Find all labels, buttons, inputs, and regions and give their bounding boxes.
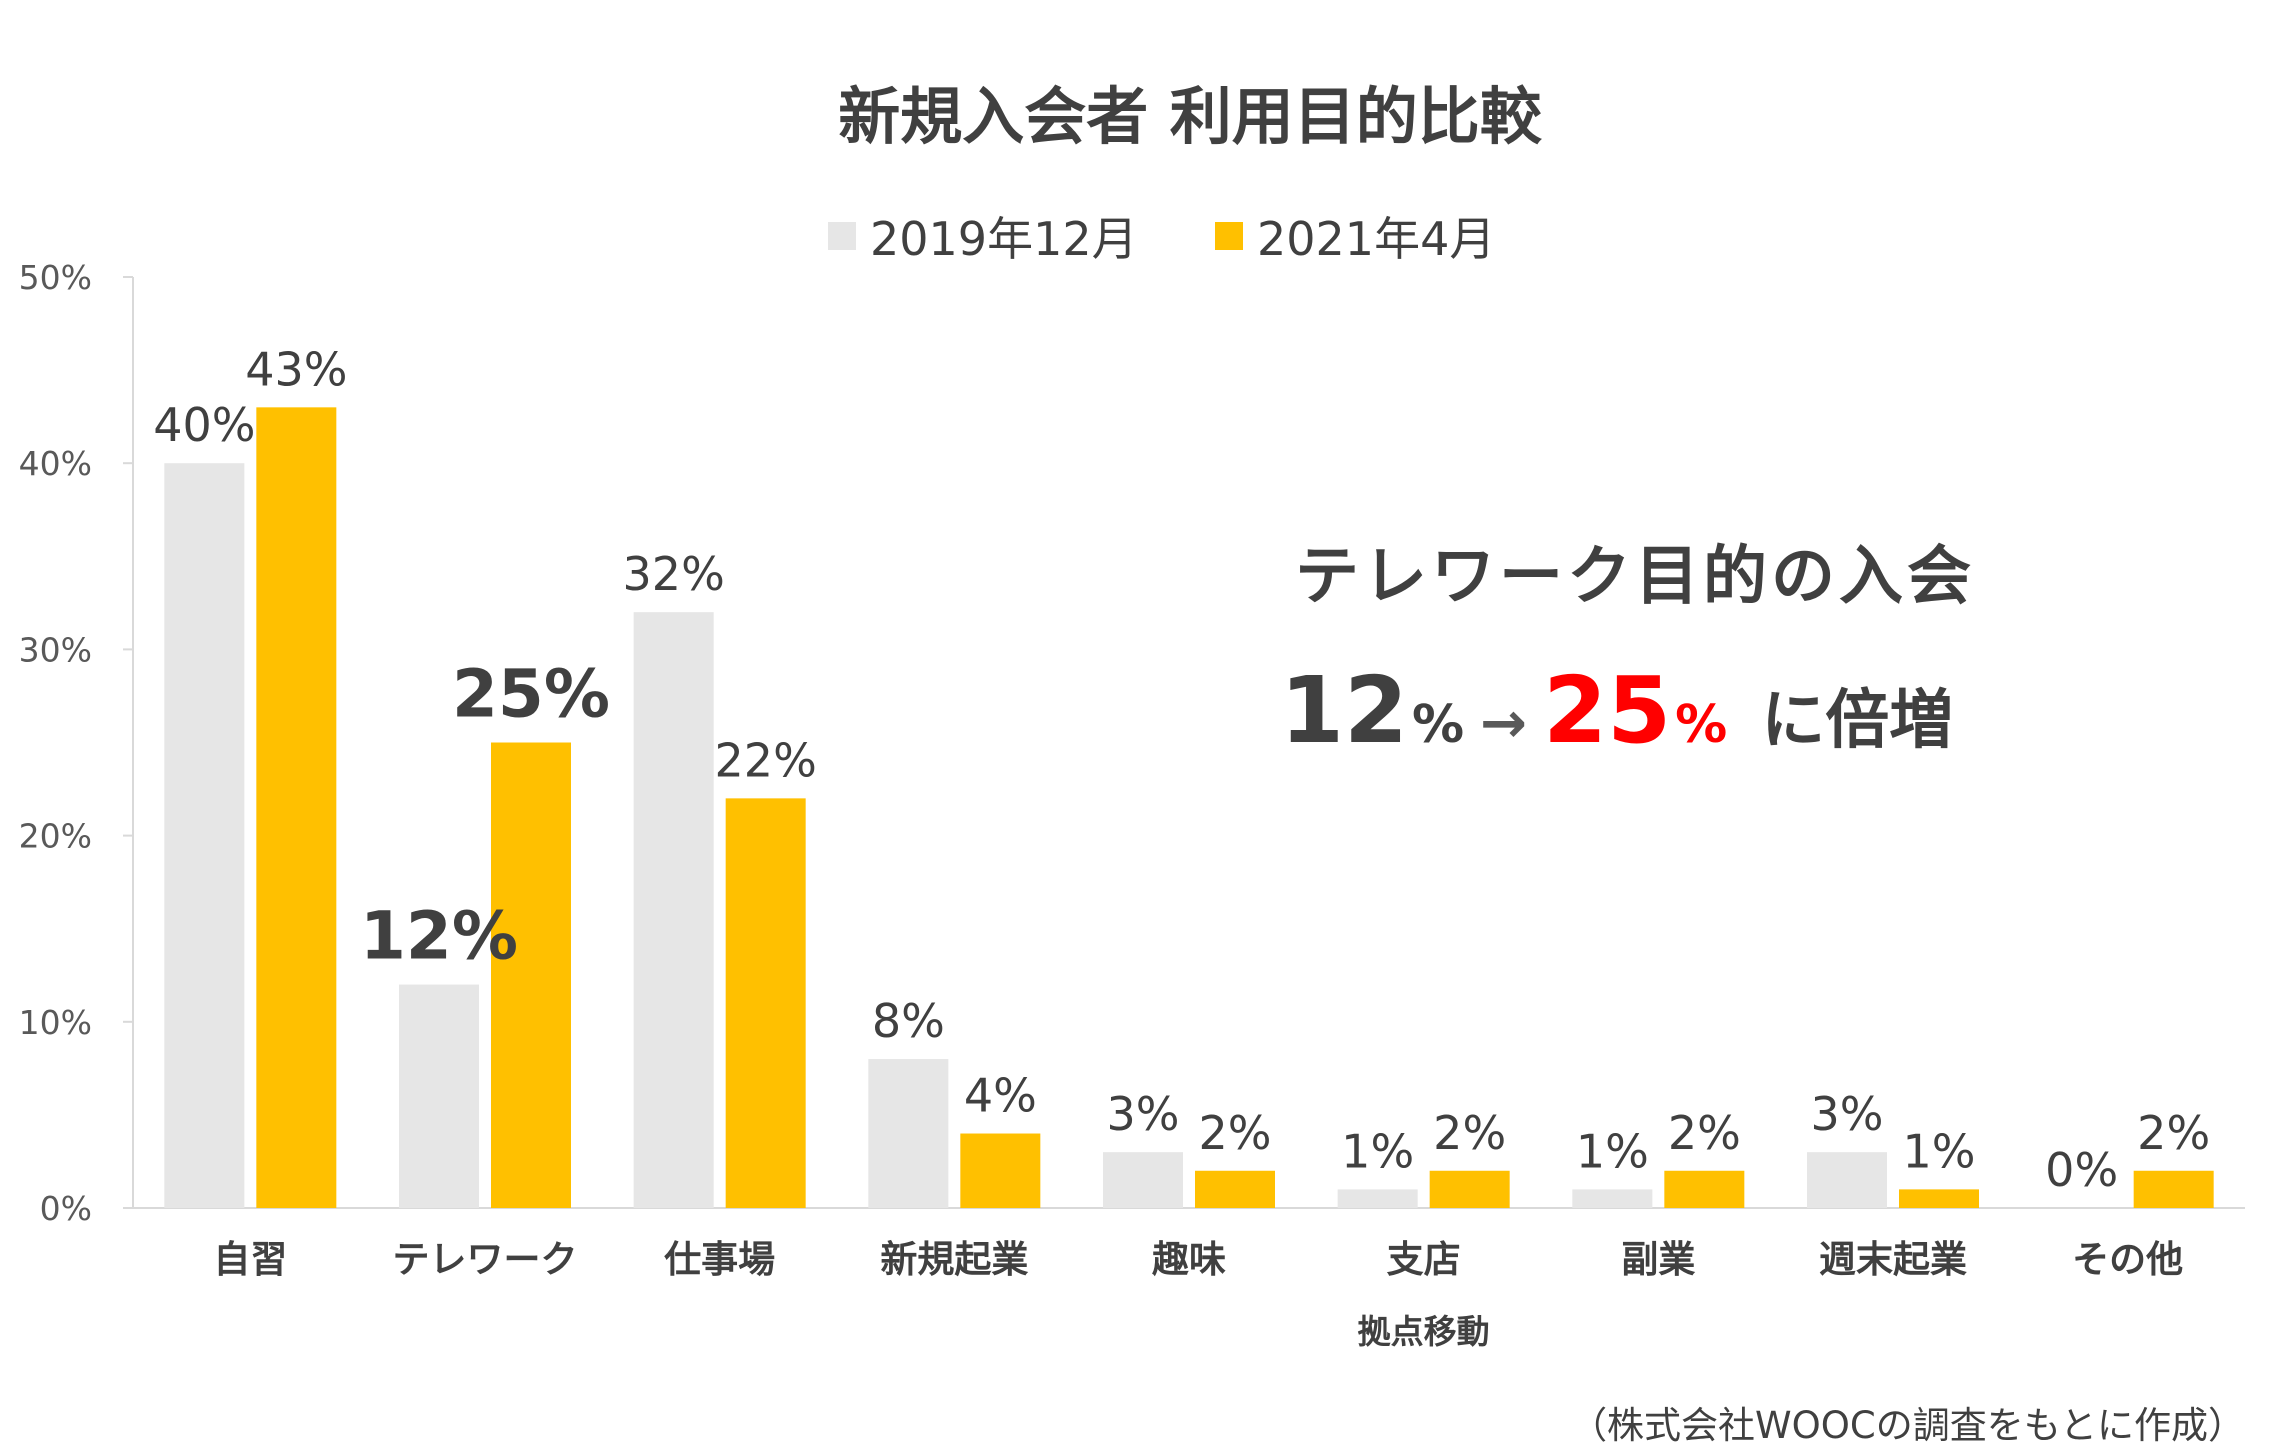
data-label: 3% bbox=[1107, 1087, 1180, 1141]
bar-2021 bbox=[2133, 1170, 2214, 1208]
annotation-from-unit: % bbox=[1412, 695, 1464, 755]
x-tick-label: 自習 bbox=[213, 1238, 287, 1281]
data-label: 1% bbox=[1341, 1124, 1414, 1178]
annotation-to-value: 25 bbox=[1543, 657, 1671, 764]
data-label: 8% bbox=[872, 994, 945, 1048]
telework-annotation: テレワーク目的の入会 12% → 25% に倍増 bbox=[1280, 540, 1975, 764]
data-label: 4% bbox=[964, 1069, 1037, 1123]
bars bbox=[164, 407, 2214, 1209]
x-tick-label: 支店 bbox=[1387, 1238, 1461, 1281]
data-label: 0% bbox=[2045, 1143, 2118, 1197]
data-label: 2% bbox=[1668, 1106, 1741, 1160]
bar-2021 bbox=[960, 1133, 1041, 1208]
x-tick-label: テレワーク bbox=[393, 1238, 578, 1281]
bar-2021 bbox=[1429, 1170, 1510, 1208]
data-label: 12% bbox=[360, 898, 518, 975]
source-note: （株式会社WOOCの調査をもとに作成） bbox=[1570, 1404, 2245, 1447]
y-tick-label: 40% bbox=[19, 444, 92, 483]
x-tick-label: 週末起業 bbox=[1819, 1238, 1967, 1281]
data-label: 2% bbox=[1199, 1106, 1272, 1160]
data-label: 3% bbox=[1811, 1087, 1884, 1141]
x-tick-label: 趣味 bbox=[1152, 1238, 1226, 1281]
annotation-to-unit: % bbox=[1675, 695, 1727, 755]
data-label: 2% bbox=[2137, 1106, 2210, 1160]
bar-2019 bbox=[868, 1059, 949, 1208]
bar-2021 bbox=[725, 798, 806, 1208]
x-tick-sublabel: 拠点移動 bbox=[1358, 1312, 1490, 1351]
bar-2021 bbox=[491, 742, 571, 1208]
bar-2021 bbox=[1899, 1189, 1979, 1208]
data-label: 40% bbox=[153, 398, 255, 452]
annotation-change: 12% → 25% に倍増 bbox=[1280, 657, 1953, 764]
data-label: 43% bbox=[245, 342, 347, 396]
bar-2019 bbox=[1572, 1189, 1653, 1208]
data-label: 2% bbox=[1433, 1106, 1506, 1160]
y-tick-label: 30% bbox=[19, 630, 92, 669]
y-axis-ticks: 0% 10% 20% 30% 40% 50% bbox=[19, 258, 133, 1228]
annotation-from-value: 12 bbox=[1280, 657, 1408, 764]
x-tick-label: 新規起業 bbox=[880, 1238, 1028, 1281]
bar-2019 bbox=[1103, 1152, 1183, 1208]
bar-2021 bbox=[1664, 1170, 1745, 1208]
y-tick-label: 50% bbox=[19, 258, 92, 297]
data-label: 22% bbox=[715, 733, 817, 787]
bar-2019 bbox=[1807, 1152, 1887, 1208]
bar-2019 bbox=[633, 612, 714, 1208]
bar-2019 bbox=[399, 984, 479, 1208]
x-tick-label: 副業 bbox=[1621, 1238, 1695, 1281]
y-tick-label: 0% bbox=[40, 1189, 92, 1228]
annotation-headline: テレワーク目的の入会 bbox=[1295, 540, 1975, 614]
x-tick-label: 仕事場 bbox=[664, 1238, 775, 1281]
legend-swatch-2021 bbox=[1215, 222, 1243, 250]
data-label: 1% bbox=[1576, 1124, 1649, 1178]
y-tick-label: 10% bbox=[19, 1003, 92, 1042]
legend: 2019年12月 2021年4月 bbox=[828, 212, 1495, 266]
data-label: 25% bbox=[452, 656, 610, 733]
bar-2019 bbox=[1337, 1189, 1418, 1208]
legend-label-2021: 2021年4月 bbox=[1257, 212, 1495, 266]
x-tick-label: その他 bbox=[2072, 1238, 2183, 1281]
bar-2019 bbox=[164, 463, 245, 1208]
y-tick-label: 20% bbox=[19, 817, 92, 856]
data-label: 32% bbox=[623, 547, 725, 601]
chart-title: 新規入会者 利用目的比較 bbox=[838, 80, 1543, 153]
legend-label-2019: 2019年12月 bbox=[870, 212, 1138, 266]
bar-2021 bbox=[1195, 1170, 1275, 1208]
data-labels: 40%43%12%25%32%22%8%4% 3% 2% 1% 2% 1% 2% 3%1% 0%… bbox=[153, 342, 2210, 1197]
annotation-arrow: → bbox=[1480, 691, 1527, 756]
bar-2021 bbox=[256, 407, 337, 1209]
data-label: 1% bbox=[1903, 1124, 1976, 1178]
annotation-tail: に倍増 bbox=[1761, 684, 1953, 758]
legend-swatch-2019 bbox=[828, 222, 856, 250]
